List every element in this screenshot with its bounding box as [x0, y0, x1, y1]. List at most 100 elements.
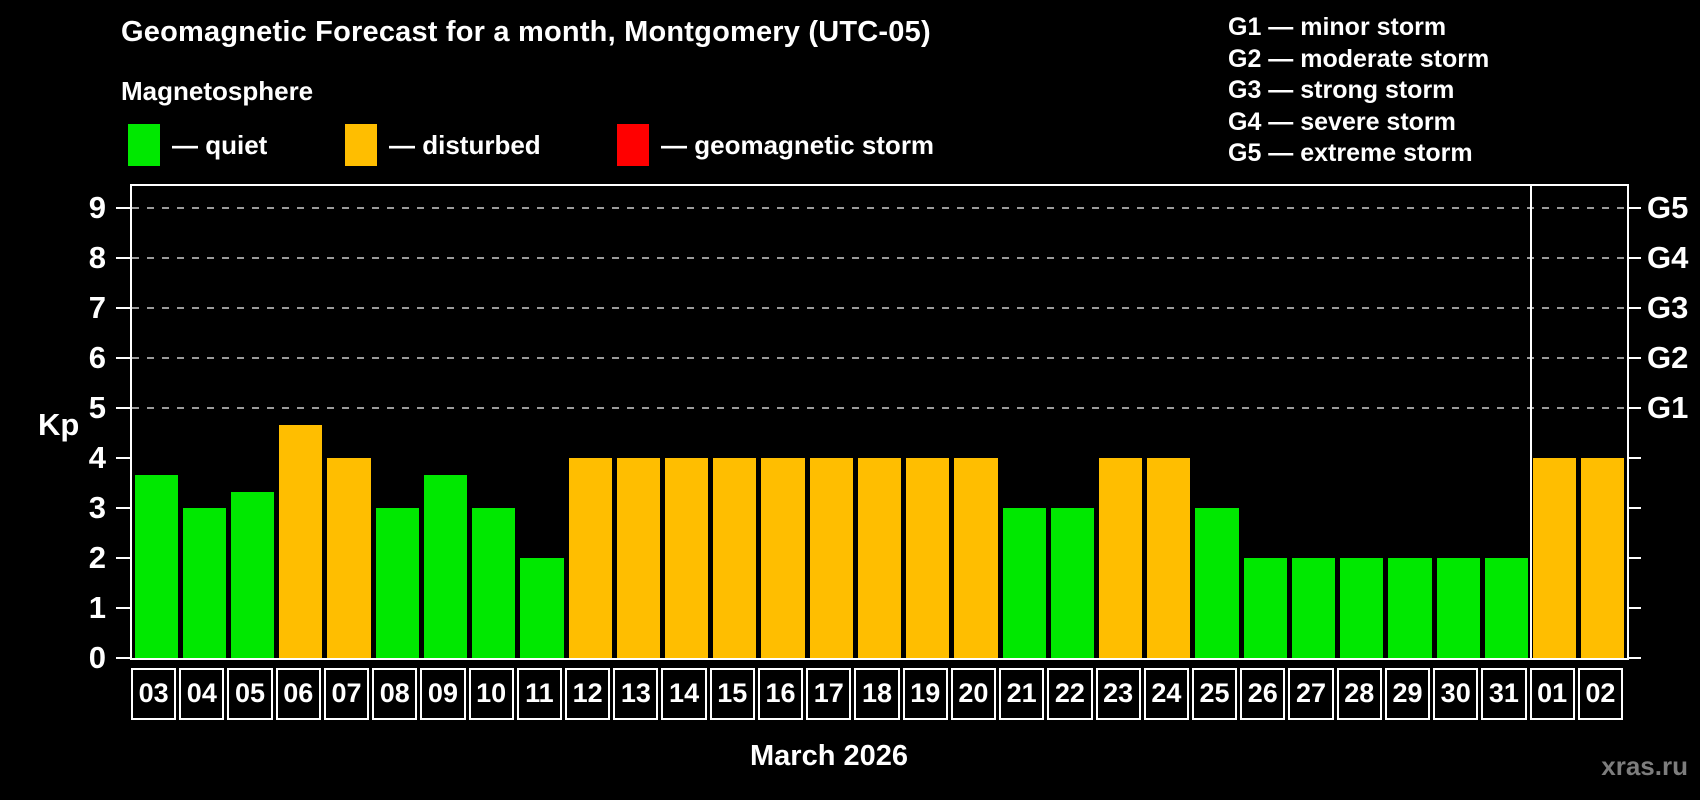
y-tick-label-0: 0	[88, 640, 106, 675]
day-cell-20: 20	[950, 668, 997, 720]
day-cell-27: 27	[1288, 668, 1334, 720]
day-cell-29: 29	[1384, 668, 1431, 720]
bar-day-04	[182, 508, 226, 658]
plot-area: 0 1 2 3 4 5 6 7 8 9 G1 G2 G3 G4 G5	[89, 184, 1688, 675]
bar-day-01	[1533, 458, 1577, 658]
y-tick-left-0	[116, 657, 130, 659]
y-tick-label-3: 3	[88, 490, 106, 525]
g4-legend-line: G4 — severe storm	[1228, 107, 1456, 136]
y-tick-right-6	[1627, 357, 1641, 359]
y-tick-right-0	[1627, 657, 1641, 659]
y-tick-right-8	[1627, 257, 1641, 259]
day-cell-10: 10	[468, 668, 514, 720]
day-cell-23: 23	[1095, 668, 1141, 720]
watermark-xras: xras.ru	[1601, 751, 1688, 781]
y-tick-right-2	[1627, 557, 1641, 559]
g1-legend-line: G1 — minor storm	[1228, 13, 1447, 41]
day-cell-06: 06	[275, 668, 321, 720]
day-cell-22: 22	[1047, 668, 1093, 720]
bar-day-14	[664, 458, 709, 658]
day-cell-25: 25	[1191, 668, 1238, 720]
day-cell-24: 24	[1143, 668, 1189, 720]
gridline-kp-8	[132, 257, 1627, 259]
y-tick-left-1	[116, 607, 130, 609]
gridline-kp-5	[132, 407, 1627, 409]
bar-day-27	[1291, 558, 1336, 658]
day-cell-18: 18	[854, 668, 900, 720]
bar-day-09	[423, 474, 468, 658]
y-tick-label-6: 6	[88, 340, 106, 375]
bar-day-13	[616, 458, 660, 658]
g5-legend-line: G5 — extreme storm	[1228, 139, 1473, 167]
y-tick-label-8: 8	[88, 240, 106, 275]
day-cell-16: 16	[757, 668, 804, 720]
y-tick-label-5: 5	[88, 390, 106, 425]
day-cell-07: 07	[323, 668, 370, 720]
day-cell-26: 26	[1240, 668, 1286, 720]
x-axis-day-row: 03 04 05 06 07 08 09 10 11 12 13 14 15 16 17 18 19 20 21 22…	[130, 668, 1625, 720]
y-axis-label: Kp	[38, 407, 80, 442]
chart-subtitle: Magnetosphere	[121, 76, 314, 106]
bar-day-22	[1050, 508, 1094, 658]
day-cell-11: 11	[516, 668, 563, 720]
bar-day-30	[1436, 558, 1480, 658]
bar-day-02	[1581, 458, 1625, 658]
day-cell-30: 30	[1433, 668, 1479, 720]
disturbed-legend-label: — disturbed	[389, 130, 541, 160]
x-axis-month-label: March 2026	[750, 740, 908, 772]
bar-day-19	[906, 458, 950, 658]
bar-day-10	[472, 508, 516, 658]
y-tick-label-4: 4	[88, 440, 106, 475]
bar-day-12	[568, 458, 612, 658]
y-tick-right-1	[1627, 607, 1641, 609]
day-cell-02: 02	[1577, 668, 1623, 720]
y-tick-label-7: 7	[88, 290, 106, 325]
day-cell-08: 08	[372, 668, 418, 720]
gridline-kp-7	[132, 307, 1627, 309]
day-cell-28: 28	[1336, 668, 1382, 720]
y-tick-left-8	[116, 257, 130, 259]
day-cell-04: 04	[179, 668, 225, 720]
bar-day-03	[134, 474, 178, 658]
bar-day-16	[761, 458, 805, 658]
y-tick-left-9	[116, 207, 130, 209]
bar-day-26	[1243, 558, 1287, 658]
y-tick-label-1: 1	[88, 590, 106, 625]
bar-day-21	[1002, 508, 1046, 658]
bar-day-31	[1484, 558, 1529, 658]
day-cell-17: 17	[806, 668, 852, 720]
y-tick-right-7	[1627, 307, 1641, 309]
day-cell-01: 01	[1529, 668, 1575, 720]
right-axis-label-g5: G5	[1647, 190, 1689, 225]
g3-legend-line: G3 — strong storm	[1228, 76, 1455, 104]
bar-day-06	[279, 424, 323, 658]
bar-day-15	[713, 458, 757, 658]
right-axis-label-g2: G2	[1647, 340, 1689, 375]
day-cell-14: 14	[661, 668, 707, 720]
bar-day-28	[1340, 558, 1384, 658]
y-tick-right-3	[1627, 507, 1641, 509]
bar-day-20	[954, 458, 998, 658]
day-cell-03: 03	[131, 668, 177, 720]
bar-day-29	[1388, 558, 1432, 658]
storm-legend-label: — geomagnetic storm	[661, 130, 935, 160]
y-tick-label-2: 2	[88, 540, 106, 575]
bar-day-07	[327, 458, 371, 658]
day-cell-31: 31	[1481, 668, 1527, 720]
y-tick-left-2	[116, 557, 130, 559]
bar-day-25	[1195, 508, 1239, 658]
bar-day-11	[520, 558, 564, 658]
gridline-kp-9	[132, 207, 1627, 209]
bar-day-23	[1099, 458, 1143, 658]
right-axis-label-g3: G3	[1647, 290, 1689, 325]
g2-legend-line: G2 — moderate storm	[1228, 44, 1490, 73]
chart-title: Geomagnetic Forecast for a month, Montgo…	[121, 16, 931, 48]
right-axis-label-g1: G1	[1647, 390, 1689, 425]
day-cell-09: 09	[420, 668, 466, 720]
y-tick-label-9: 9	[88, 190, 106, 225]
day-cell-15: 15	[709, 668, 755, 720]
gridline-kp-6	[132, 357, 1627, 359]
bar-day-05	[230, 491, 275, 658]
bar-day-18	[857, 458, 902, 658]
